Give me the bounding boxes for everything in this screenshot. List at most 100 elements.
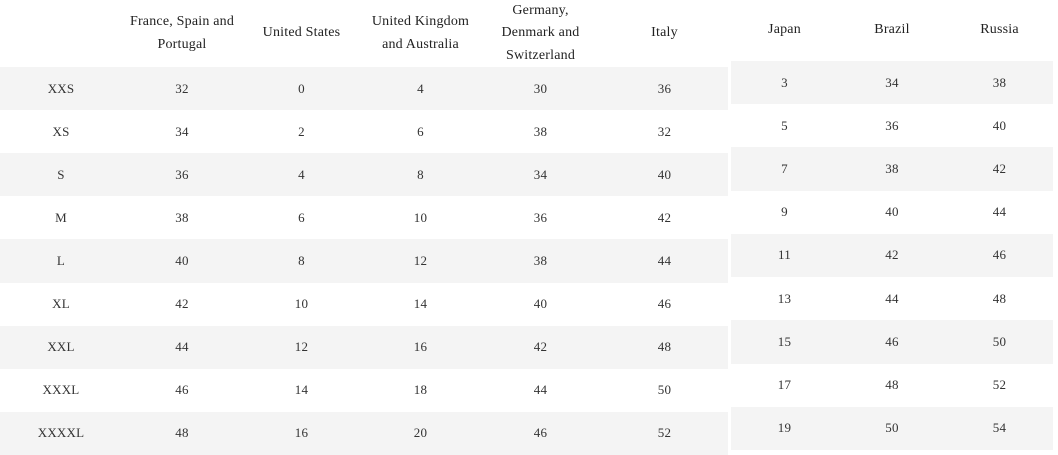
size-label-cell: XL	[52, 296, 70, 312]
size-value-cell: 46	[885, 333, 899, 349]
size-value-cell: 32	[657, 123, 672, 139]
size-value-cell: 8	[298, 253, 305, 269]
size-value-cell: 44	[533, 382, 548, 398]
size-value-cell: 46	[533, 425, 548, 441]
table-row: 7 38 42	[731, 147, 1053, 191]
table-row: XL 42 10 14 40 46	[0, 282, 728, 326]
size-value-cell: 44	[992, 204, 1007, 220]
size-value-cell: 48	[175, 425, 189, 441]
size-value-cell: 12	[413, 253, 428, 269]
table-row: 15 46 50	[731, 320, 1053, 364]
size-value-cell: 38	[175, 209, 189, 225]
size-value-cell: 12	[294, 339, 309, 355]
table-row: XS 34 2 6 38 32	[0, 110, 728, 154]
size-value-cell: 50	[885, 420, 899, 436]
size-value-cell: 2	[298, 123, 305, 139]
size-label-cell: XXXL	[42, 382, 80, 398]
header-row: France, Spain and Portugal United States U…	[0, 0, 728, 68]
table-row: 19 50 54	[731, 406, 1053, 450]
header-row: Japan Brazil Russia	[731, 0, 1053, 61]
size-value-cell: 44	[657, 253, 672, 269]
table-row: XXXL 46 14 18 44 50	[0, 368, 728, 412]
size-value-cell: 0	[298, 80, 305, 96]
size-value-cell: 46	[175, 382, 189, 398]
size-value-cell: 16	[413, 339, 428, 355]
size-label-cell: XXXXL	[37, 425, 85, 441]
size-table-left: France, Spain and Portugal United States U…	[0, 0, 728, 455]
region-column-header: Italy	[601, 0, 728, 68]
size-value-cell: 50	[992, 333, 1007, 349]
size-value-cell: 44	[885, 290, 899, 306]
size-value-cell: 4	[298, 166, 305, 182]
size-value-cell: 17	[777, 377, 792, 393]
size-value-cell: 9	[781, 204, 788, 220]
size-value-cell: 40	[992, 117, 1007, 133]
region-column-header: Germany, Denmark and Switzerland	[480, 0, 601, 68]
size-label-cell: XXL	[47, 339, 75, 355]
size-value-cell: 3	[781, 74, 788, 90]
size-value-cell: 40	[533, 296, 548, 312]
table-row: XXXXL 48 16 20 46 52	[0, 411, 728, 455]
size-column-header	[0, 0, 122, 68]
size-value-cell: 44	[175, 339, 189, 355]
table-row: L 40 8 12 38 44	[0, 239, 728, 283]
size-value-cell: 7	[781, 161, 788, 177]
size-value-cell: 34	[175, 123, 189, 139]
size-value-cell: 30	[533, 80, 548, 96]
size-table-right: Japan Brazil Russia 3 34 38 5 36 40 7 38 42 9 40 44 11…	[731, 0, 1053, 450]
size-value-cell: 19	[777, 420, 792, 436]
size-value-cell: 48	[885, 377, 899, 393]
size-value-cell: 4	[417, 80, 424, 96]
table-row: 5 36 40	[731, 104, 1053, 148]
size-value-cell: 13	[777, 290, 792, 306]
size-value-cell: 38	[533, 123, 548, 139]
size-value-cell: 40	[657, 166, 672, 182]
size-value-cell: 36	[175, 166, 189, 182]
size-value-cell: 5	[781, 117, 788, 133]
size-value-cell: 15	[777, 333, 792, 349]
left-table-header: France, Spain and Portugal United States U…	[0, 0, 728, 68]
size-value-cell: 36	[533, 209, 548, 225]
size-value-cell: 6	[417, 123, 424, 139]
size-value-cell: 48	[992, 290, 1007, 306]
size-label-cell: L	[56, 253, 66, 269]
size-value-cell: 40	[175, 253, 189, 269]
region-column-header: Brazil	[838, 0, 946, 61]
table-row: 11 42 46	[731, 233, 1053, 278]
region-column-header: United Kingdom and Australia	[361, 0, 480, 68]
size-value-cell: 18	[413, 382, 428, 398]
size-value-cell: 52	[992, 377, 1007, 393]
size-value-cell: 6	[298, 209, 305, 225]
size-label-cell: XXS	[47, 80, 75, 96]
size-value-cell: 38	[992, 74, 1007, 90]
size-value-cell: 34	[533, 166, 548, 182]
table-row: 9 40 44	[731, 190, 1053, 234]
size-value-cell: 42	[992, 161, 1007, 177]
region-column-header: United States	[242, 0, 361, 68]
size-value-cell: 16	[294, 425, 309, 441]
size-value-cell: 8	[417, 166, 424, 182]
size-value-cell: 52	[657, 425, 672, 441]
size-value-cell: 46	[992, 247, 1007, 263]
size-value-cell: 48	[657, 339, 672, 355]
size-value-cell: 10	[294, 296, 309, 312]
size-value-cell: 32	[175, 80, 189, 96]
size-value-cell: 42	[175, 296, 189, 312]
size-value-cell: 42	[657, 209, 672, 225]
size-value-cell: 14	[413, 296, 428, 312]
size-value-cell: 38	[885, 161, 899, 177]
table-row: 13 44 48	[731, 277, 1053, 321]
region-column-header: France, Spain and Portugal	[122, 0, 242, 68]
size-value-cell: 54	[992, 420, 1007, 436]
size-value-cell: 42	[885, 247, 899, 263]
right-table-header: Japan Brazil Russia	[731, 0, 1053, 61]
table-row: M 38 6 10 36 42	[0, 196, 728, 240]
size-value-cell: 20	[413, 425, 428, 441]
table-row: S 36 4 8 34 40	[0, 153, 728, 197]
size-value-cell: 11	[778, 247, 791, 263]
table-row: 3 34 38	[731, 61, 1053, 105]
region-column-header: Japan	[731, 0, 838, 61]
region-column-header: Russia	[946, 0, 1053, 61]
size-label-cell: M	[55, 209, 67, 225]
